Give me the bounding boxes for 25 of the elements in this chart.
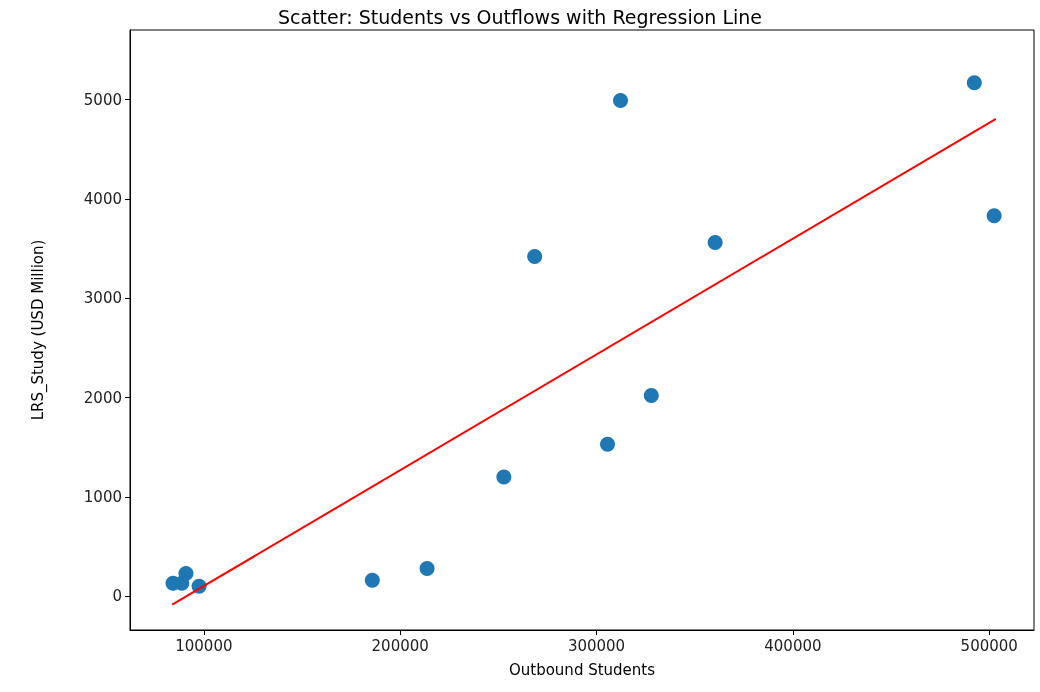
x-tick-label: 200000 (371, 636, 429, 655)
point (496, 469, 512, 485)
point (966, 75, 982, 91)
x-tick-label: 400000 (764, 636, 822, 655)
y-tick-label: 3000 (83, 289, 122, 308)
y-tick-label: 5000 (83, 90, 122, 109)
x-tick-label: 100000 (175, 636, 233, 655)
point (419, 560, 435, 576)
point (613, 93, 628, 109)
y-axis-title: LRS_Study (USD Million) (28, 239, 48, 421)
x-axis-title: Outbound Students (508, 660, 656, 679)
point (178, 565, 194, 581)
point (707, 235, 723, 251)
y-tick-label: 4000 (83, 189, 122, 208)
point (643, 388, 659, 404)
y-tick-label: 0 (112, 587, 122, 606)
y-tick-label: 1000 (83, 487, 122, 506)
x-tick-label: 300000 (567, 636, 626, 655)
y-tick-label: 2000 (83, 388, 122, 407)
x-tick-label: 500000 (960, 636, 1018, 655)
point (364, 572, 380, 588)
chart-title: Scatter: Students vs Outflows with Regression Line (278, 5, 762, 28)
point (600, 436, 616, 452)
point (527, 248, 543, 264)
point (986, 208, 1002, 224)
